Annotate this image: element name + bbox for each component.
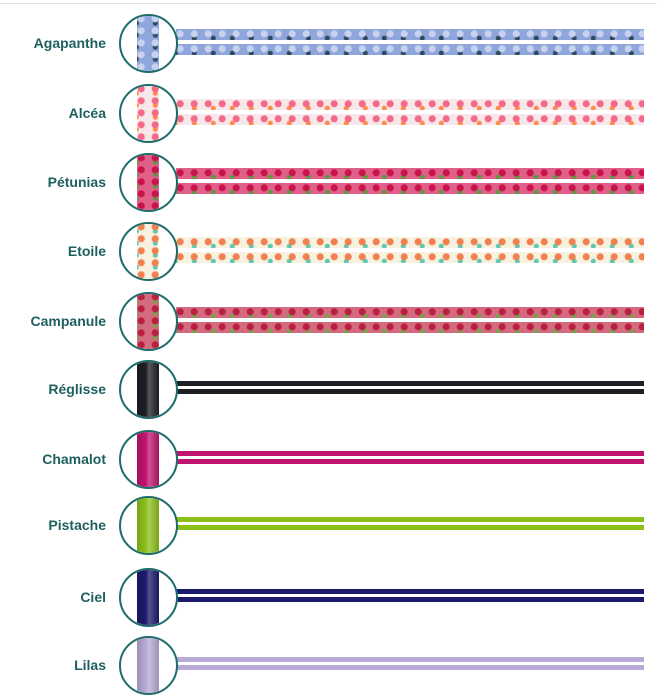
ribbon-strip (176, 597, 644, 602)
color-option-7[interactable]: Pistache (0, 491, 657, 560)
ribbon-strip (176, 183, 644, 194)
swatch-image (137, 155, 159, 210)
swatch-image (137, 638, 159, 693)
ribbon-strip (176, 114, 644, 125)
ribbon-strip (176, 322, 644, 333)
ribbon-strip (176, 451, 644, 456)
swatch-image (137, 498, 159, 553)
ribbon-strip (176, 665, 644, 670)
swatch-image (137, 362, 159, 417)
swatch-image (137, 16, 159, 71)
color-option-5[interactable]: Réglisse (0, 355, 657, 424)
color-name: Réglisse (48, 381, 106, 397)
swatch-circle[interactable] (119, 636, 178, 695)
color-name: Lilas (74, 657, 106, 673)
color-option-1[interactable]: Alcéa (0, 79, 657, 148)
swatch-image (137, 86, 159, 141)
ribbon-strip (176, 29, 644, 40)
ribbon-strip (176, 252, 644, 263)
swatch-circle[interactable] (119, 84, 178, 143)
swatch-circle[interactable] (119, 153, 178, 212)
swatch-circle[interactable] (119, 430, 178, 489)
swatch-image (137, 432, 159, 487)
ribbon-strip (176, 589, 644, 594)
ribbon-strip (176, 657, 644, 662)
swatch-circle[interactable] (119, 496, 178, 555)
color-name: Pétunias (47, 174, 106, 190)
color-name: Pistache (48, 517, 106, 533)
color-option-6[interactable]: Chamalot (0, 425, 657, 494)
swatch-circle[interactable] (119, 292, 178, 351)
color-name: Agapanthe (33, 35, 106, 51)
swatch-image (137, 294, 159, 349)
ribbon-strip (176, 99, 644, 110)
swatch-circle[interactable] (119, 360, 178, 419)
top-divider (0, 3, 657, 4)
ribbon-strip (176, 168, 644, 179)
ribbon-strip (176, 44, 644, 55)
ribbon-strip (176, 237, 644, 248)
color-option-0[interactable]: Agapanthe (0, 9, 657, 78)
color-option-8[interactable]: Ciel (0, 563, 657, 632)
color-name: Alcéa (68, 105, 106, 121)
color-name: Ciel (80, 589, 106, 605)
color-name: Etoile (67, 243, 106, 259)
color-name: Campanule (30, 313, 106, 329)
ribbon-strip (176, 307, 644, 318)
color-option-2[interactable]: Pétunias (0, 148, 657, 217)
swatch-image (137, 224, 159, 279)
swatch-image (137, 570, 159, 625)
ribbon-strip (176, 525, 644, 530)
color-name: Chamalot (42, 451, 106, 467)
swatch-circle[interactable] (119, 568, 178, 627)
color-option-4[interactable]: Campanule (0, 287, 657, 356)
ribbon-strip (176, 517, 644, 522)
swatch-circle[interactable] (119, 14, 178, 73)
ribbon-strip (176, 381, 644, 386)
swatch-circle[interactable] (119, 222, 178, 281)
color-option-3[interactable]: Etoile (0, 217, 657, 286)
color-option-9[interactable]: Lilas (0, 631, 657, 700)
ribbon-strip (176, 389, 644, 394)
ribbon-strip (176, 459, 644, 464)
